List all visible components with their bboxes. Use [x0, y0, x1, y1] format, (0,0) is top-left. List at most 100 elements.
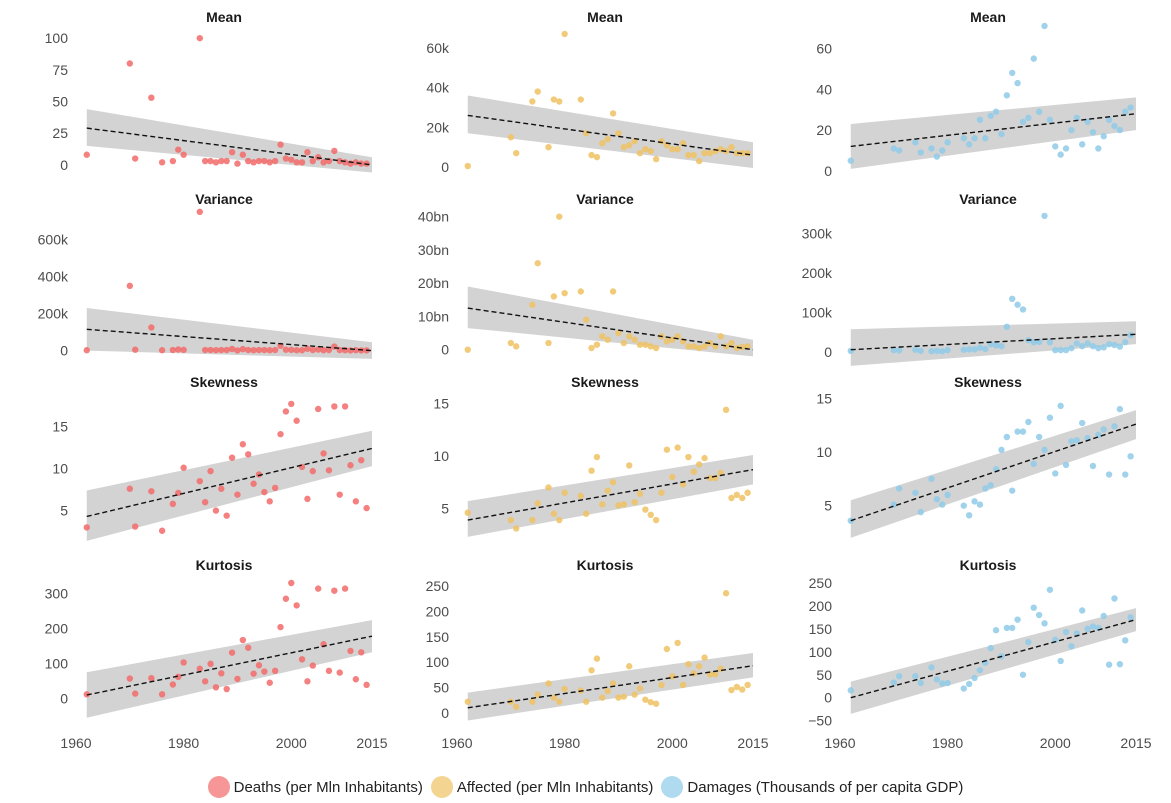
data-point [965, 680, 973, 688]
data-point [733, 683, 741, 691]
y-tick-label: 20bn [418, 275, 449, 291]
data-point [234, 160, 241, 167]
data-point [960, 502, 967, 509]
data-point [341, 585, 349, 592]
confidence-band [86, 430, 372, 541]
data-point [148, 324, 155, 331]
data-point [239, 151, 247, 158]
data-point [239, 636, 247, 644]
data-point [561, 289, 568, 297]
x-tick-label: 1980 [549, 735, 580, 751]
data-point [464, 162, 471, 170]
data-point [288, 400, 295, 408]
data-point [636, 490, 644, 497]
y-tick-label: 0 [824, 690, 832, 706]
data-point [944, 679, 951, 687]
data-point [1014, 301, 1021, 308]
data-point [1057, 346, 1064, 354]
data-point [245, 346, 252, 354]
data-point [341, 403, 349, 410]
data-point [674, 444, 681, 451]
data-point [331, 343, 338, 350]
panel-variance-1: Variance 0 200k 400k 600k [38, 191, 373, 359]
data-point [642, 696, 649, 703]
data-point [690, 468, 697, 475]
data-point [325, 667, 333, 675]
data-point [939, 680, 946, 687]
y-tick-label: 0 [60, 691, 68, 707]
data-point [282, 408, 290, 415]
data-point [207, 157, 214, 165]
data-point [1052, 143, 1059, 150]
data-point [1111, 423, 1118, 430]
data-point [604, 136, 611, 143]
x-tick-label: 2000 [657, 735, 688, 751]
legend-label-affected: Affected (per Mln Inhabitants) [456, 778, 654, 796]
data-point [998, 342, 1005, 350]
data-point [212, 347, 220, 354]
data-point [933, 153, 941, 160]
data-point [1111, 595, 1118, 602]
data-point [320, 347, 327, 354]
data-point [1122, 339, 1129, 346]
panel-mean-1: Mean 0 25 50 75 100 [45, 9, 373, 173]
y-tick-label: 250 [809, 575, 833, 591]
panel-title: Kurtosis [960, 557, 1017, 573]
data-point [513, 703, 520, 710]
data-point [695, 157, 703, 165]
data-point [847, 157, 854, 164]
y-tick-label: 60k [426, 40, 450, 56]
data-point [912, 672, 919, 680]
data-point [971, 498, 978, 505]
y-tick-label: 20k [426, 119, 450, 135]
data-point [250, 347, 257, 354]
data-point [615, 329, 622, 337]
data-point [561, 685, 568, 693]
trend-line [850, 618, 1137, 699]
data-point [626, 142, 633, 149]
y-tick-label: 100 [45, 656, 69, 672]
data-point [642, 341, 649, 348]
data-point [1009, 487, 1016, 494]
data-point [582, 316, 590, 323]
data-point [352, 498, 360, 505]
data-point [169, 681, 177, 688]
data-point [1084, 118, 1091, 126]
data-point [1019, 306, 1027, 313]
panel-variance-2: Variance 0 10bn 20bn 30bn 40bn [418, 191, 754, 358]
data-point [529, 516, 536, 524]
y-tick-label: 200k [802, 265, 833, 281]
data-point [690, 343, 697, 350]
y-tick-label: 10 [433, 448, 449, 464]
data-point [1009, 69, 1016, 77]
data-point [1068, 643, 1075, 650]
y-tick-label: 60 [816, 40, 832, 56]
data-point [550, 510, 558, 517]
data-point [944, 346, 951, 354]
data-point [577, 288, 584, 295]
data-point [1089, 623, 1097, 630]
trend-line [467, 468, 754, 521]
data-point [636, 149, 644, 157]
data-point [577, 96, 584, 103]
data-point [679, 681, 687, 689]
data-point [663, 446, 671, 453]
confidence-band [86, 308, 372, 359]
panel-kurtosis-3: Kurtosis −50 0 50 100 150 200 250 1960 1980 2000 20… [808, 557, 1152, 751]
data-point [701, 149, 708, 157]
legend-label-deaths: Deaths (per Mln Inhabitants) [233, 778, 423, 796]
data-point [1073, 114, 1081, 122]
data-point [609, 479, 617, 486]
data-point [1003, 323, 1011, 331]
y-tick-label: 15 [52, 419, 68, 435]
data-point [218, 346, 225, 354]
data-point [1019, 118, 1027, 126]
data-point [534, 691, 541, 698]
data-point [282, 155, 290, 162]
y-tick-label: 5 [824, 498, 832, 514]
data-point [933, 496, 941, 503]
data-point [282, 346, 290, 353]
data-point [739, 494, 746, 502]
data-point [304, 345, 311, 352]
data-point [695, 344, 703, 352]
